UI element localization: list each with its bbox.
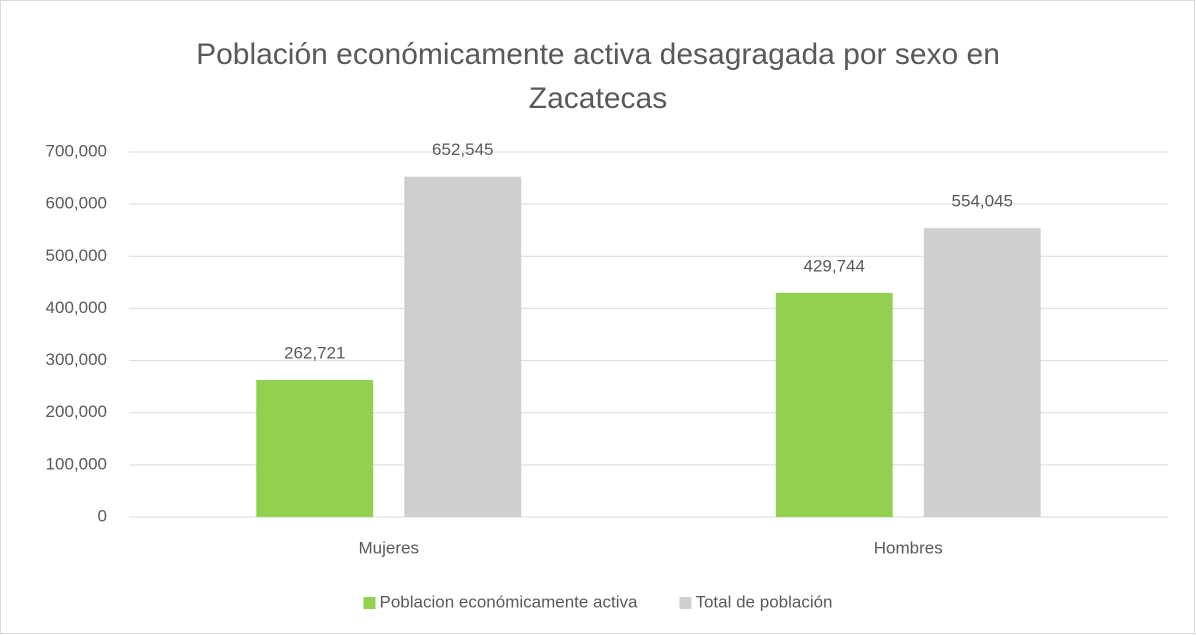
x-tick-label: Hombres [874,538,943,557]
bar [775,292,893,517]
y-tick-label: 200,000 [46,402,107,421]
legend-swatch [679,597,692,609]
chart-title: Zacatecas [529,82,667,115]
bar [923,228,1041,517]
y-tick-label: 400,000 [46,298,107,317]
y-tick-label: 100,000 [46,454,107,473]
legend-label: Poblacion económicamente activa [379,592,638,611]
x-tick-label: Mujeres [359,538,419,557]
y-tick-label: 500,000 [46,246,107,265]
chart-title: Población económicamente activa desagrag… [196,38,1000,71]
bar [256,380,374,517]
y-tick-label: 0 [98,506,107,525]
y-tick-label: 700,000 [46,141,107,160]
data-label: 652,545 [432,140,493,159]
data-label: 554,045 [952,192,1013,211]
legend-label: Total de población [695,592,832,611]
data-label: 262,721 [284,343,345,362]
bar [404,176,522,518]
y-tick-label: 600,000 [46,194,107,213]
y-tick-label: 300,000 [46,350,107,369]
legend-swatch [363,597,376,609]
data-label: 429,744 [803,256,864,275]
